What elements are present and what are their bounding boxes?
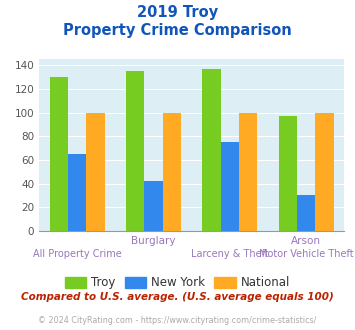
Bar	[163, 113, 181, 231]
Text: Property Crime Comparison: Property Crime Comparison	[63, 23, 292, 38]
Bar	[221, 142, 239, 231]
Bar	[126, 71, 144, 231]
Text: Larceny & Theft: Larceny & Theft	[191, 249, 269, 259]
Legend: Troy, New York, National: Troy, New York, National	[60, 272, 295, 294]
Bar	[315, 113, 334, 231]
Text: Compared to U.S. average. (U.S. average equals 100): Compared to U.S. average. (U.S. average …	[21, 292, 334, 302]
Bar	[144, 181, 163, 231]
Text: Arson: Arson	[291, 236, 321, 246]
Text: Burglary: Burglary	[131, 236, 176, 246]
Bar	[68, 154, 86, 231]
Text: All Property Crime: All Property Crime	[33, 249, 121, 259]
Bar	[239, 113, 257, 231]
Bar	[297, 195, 315, 231]
Bar	[50, 77, 68, 231]
Bar	[86, 113, 105, 231]
Bar	[279, 116, 297, 231]
Text: 2019 Troy: 2019 Troy	[137, 5, 218, 20]
Text: Motor Vehicle Theft: Motor Vehicle Theft	[259, 249, 354, 259]
Text: © 2024 CityRating.com - https://www.cityrating.com/crime-statistics/: © 2024 CityRating.com - https://www.city…	[38, 316, 317, 325]
Bar	[202, 69, 221, 231]
